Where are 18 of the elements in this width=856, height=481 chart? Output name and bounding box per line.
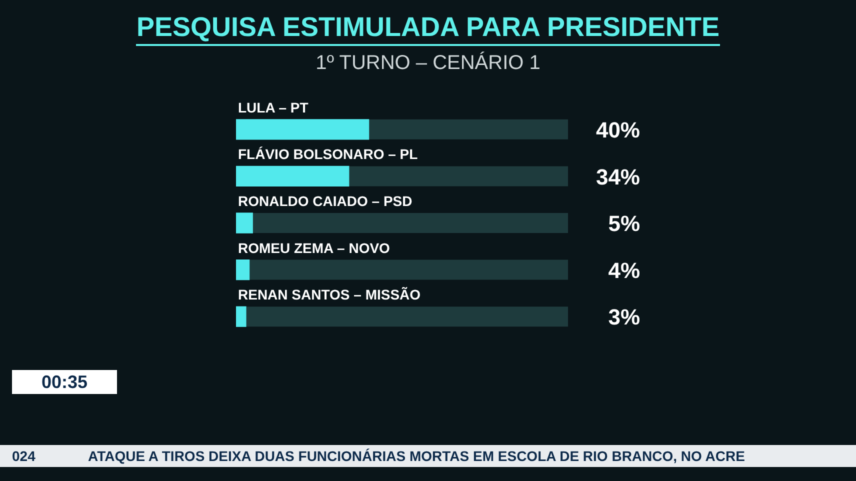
text: 024	[12, 447, 36, 466]
y-tick-label: LULA – PT	[238, 99, 309, 116]
data-label: 3%	[608, 304, 640, 330]
y-tick-label: FLÁVIO BOLSONARO – PL	[238, 146, 418, 162]
y-tick-label: RONALDO CAIADO – PSD	[238, 193, 412, 209]
text: ATAQUE A TIROS DEIXA DUAS FUNCIONÁRIAS MORTAS EM ESCOLA DE RIO BRANCO, NO ACRE	[88, 447, 745, 466]
data-label: 4%	[608, 258, 640, 283]
bar	[236, 212, 253, 234]
y-tick-label: ROMEU ZEMA – NOVO	[238, 240, 390, 256]
chart-subtitle: 1º TURNO – CENÁRIO 1	[314, 52, 542, 75]
bar	[236, 306, 246, 327]
data-label: 34%	[596, 164, 640, 190]
text: 00:35	[12, 370, 117, 394]
y-tick-label: RENAN SANTOS – MISSÃO	[238, 286, 421, 303]
chart-title: PESQUISA ESTIMULADA PARA PRESIDENTE	[136, 12, 720, 46]
data-label: 5%	[608, 211, 640, 236]
bar	[236, 259, 250, 280]
data-label: 40%	[596, 117, 640, 142]
